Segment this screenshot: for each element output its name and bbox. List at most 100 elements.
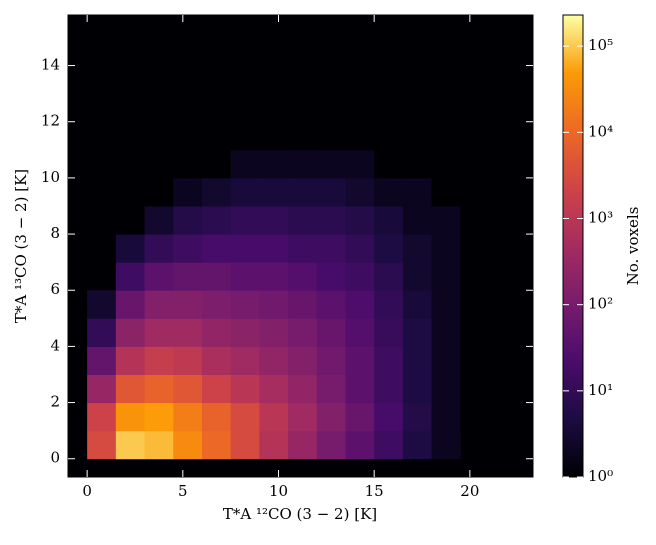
hex-cell [230, 205, 260, 235]
hex-cell [144, 205, 174, 235]
hex-cell [402, 234, 433, 263]
hex-cell [431, 290, 461, 319]
hex-cell [173, 402, 203, 432]
hex-cell [374, 402, 404, 432]
hex-cell [374, 205, 404, 235]
hex-cell [259, 205, 289, 235]
hex-cell [288, 93, 318, 123]
hex-cell [259, 262, 289, 291]
hex-cell [144, 430, 174, 460]
hex-cell [288, 318, 318, 347]
hex-cell [230, 149, 260, 179]
x-tick-label: 5 [178, 482, 188, 500]
hex-cell [316, 262, 346, 291]
y-tick-label: 8 [50, 224, 60, 242]
hex-cell [144, 234, 174, 263]
hex-cell [431, 346, 461, 375]
hex-cell [87, 318, 117, 347]
hex-cell [230, 374, 260, 404]
hex-cell [345, 262, 375, 291]
hex-cell [374, 149, 404, 179]
hex-cell [460, 346, 490, 375]
x-tick-label: 20 [460, 482, 479, 500]
hex-cell [201, 402, 232, 432]
y-tick-label: 2 [50, 393, 60, 411]
hex-cell [402, 318, 433, 347]
hex-cell [115, 318, 146, 347]
hex-cell [230, 93, 260, 123]
hex-cell [230, 402, 260, 432]
colorbar-tick-label: 10¹ [588, 381, 613, 399]
hex-cell [230, 290, 260, 319]
hex-cell [115, 290, 146, 319]
hex-cell [345, 290, 375, 319]
hex-cell [345, 318, 375, 347]
hex-cell [345, 346, 375, 375]
hex-cell [173, 262, 203, 291]
hex-cell [115, 374, 146, 404]
hex-cell [259, 346, 289, 375]
hex-cell [115, 346, 146, 375]
hex-cell [402, 402, 433, 432]
hex-cell [259, 93, 289, 123]
hex-cell [431, 149, 461, 179]
hex-cell [230, 234, 260, 263]
hex-cell [374, 290, 404, 319]
hex-cell [488, 177, 519, 207]
hex-cell [431, 234, 461, 263]
hex-cell [316, 318, 346, 347]
hex-cell [259, 37, 289, 67]
hex-cell [144, 290, 174, 319]
hex-cell [288, 430, 318, 460]
hex-cell [87, 346, 117, 375]
hex-cell [402, 290, 433, 319]
hex-cell [460, 374, 490, 404]
hex-cell [374, 121, 404, 151]
hex-cell [402, 374, 433, 404]
hex-cell [259, 402, 289, 432]
hex-cell [201, 234, 232, 263]
colorbar [562, 14, 584, 478]
hex-cell [460, 290, 490, 319]
colorbar-tick-label: 10² [588, 295, 613, 313]
hex-cell [201, 346, 232, 375]
hex-cell [201, 149, 232, 179]
hex-cell [230, 346, 260, 375]
hex-cell [201, 290, 232, 319]
hex-cell [144, 346, 174, 375]
hex-cell [345, 149, 375, 179]
hex-cell [374, 430, 404, 460]
x-tick-label: 0 [82, 482, 92, 500]
hex-cell [173, 346, 203, 375]
hex-cell [288, 374, 318, 404]
plot-frame [67, 14, 534, 478]
hex-cell [431, 374, 461, 404]
hex-cell [201, 318, 232, 347]
hex-cell [144, 177, 174, 207]
hex-cell [230, 430, 260, 460]
hex-cell [316, 205, 346, 235]
hex-cell [288, 402, 318, 432]
colorbar-tick-label: 10³ [588, 209, 613, 227]
hex-cell [201, 121, 232, 151]
hex-cell [431, 177, 461, 207]
hex-cell [259, 234, 289, 263]
y-tick-label: 10 [41, 168, 60, 186]
hex-cell [431, 430, 461, 460]
hex-cell [316, 177, 346, 207]
hex-cell [374, 262, 404, 291]
hex-cell [173, 177, 203, 207]
x-tick-label: 15 [365, 482, 384, 500]
hex-cell [201, 374, 232, 404]
hex-cell [460, 177, 490, 207]
hex-cell [316, 234, 346, 263]
hex-cell [345, 177, 375, 207]
hex-cell [259, 430, 289, 460]
hex-cell [288, 234, 318, 263]
hex-cell [345, 121, 375, 151]
hex-cell [345, 374, 375, 404]
hex-cell [173, 430, 203, 460]
hex-cell [259, 177, 289, 207]
hex-cell [374, 177, 404, 207]
